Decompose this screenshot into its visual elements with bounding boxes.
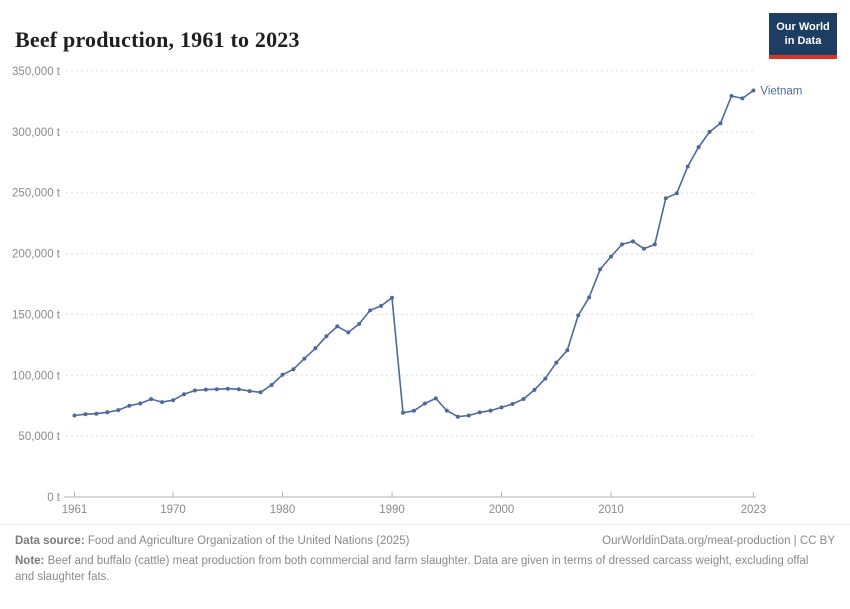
page-title: Beef production, 1961 to 2023 [15, 26, 300, 52]
data-point[interactable] [324, 334, 329, 339]
data-point[interactable] [72, 413, 77, 418]
data-point[interactable] [247, 389, 252, 394]
data-point[interactable] [335, 324, 340, 329]
data-point[interactable] [171, 398, 176, 403]
data-source-label: Data source: [15, 535, 85, 547]
data-point[interactable] [203, 387, 208, 392]
owid-link[interactable]: OurWorldinData.org/meat-production | CC … [602, 535, 835, 547]
x-tick-label: 1970 [160, 504, 186, 516]
data-point[interactable] [565, 348, 570, 353]
y-tick-label: 50,000 t [18, 431, 60, 443]
data-point[interactable] [269, 383, 274, 387]
y-tick-label: 250,000 t [12, 188, 61, 200]
data-point[interactable] [368, 308, 373, 313]
data-point[interactable] [149, 397, 154, 402]
x-tick-label: 1990 [379, 504, 405, 516]
series-label[interactable]: Vietnam [760, 85, 802, 97]
data-point[interactable] [94, 411, 99, 416]
note-text: Note: Beef and buffalo (cattle) meat pro… [15, 553, 827, 586]
data-point[interactable] [160, 400, 165, 405]
chart-footer: Data source: Food and Agriculture Organi… [0, 524, 850, 609]
data-point[interactable] [225, 386, 230, 391]
data-point[interactable] [357, 321, 362, 326]
data-source-value: Food and Agriculture Organization of the… [84, 535, 410, 547]
data-point[interactable] [740, 96, 745, 101]
data-point[interactable] [729, 94, 734, 98]
data-point[interactable] [313, 346, 318, 351]
data-point[interactable] [576, 313, 581, 318]
x-tick-label: 1961 [62, 504, 88, 516]
data-point[interactable] [488, 408, 493, 413]
data-point[interactable] [598, 267, 603, 272]
data-point[interactable] [127, 403, 132, 408]
data-point[interactable] [214, 387, 219, 392]
y-tick-label: 350,000 t [12, 66, 61, 78]
y-tick-label: 200,000 t [12, 249, 61, 261]
data-point[interactable] [291, 367, 296, 372]
data-point[interactable] [543, 376, 548, 381]
data-point[interactable] [302, 356, 307, 361]
x-tick-label: 2010 [598, 504, 624, 516]
data-point[interactable] [401, 410, 405, 415]
data-point[interactable] [236, 387, 241, 392]
data-point[interactable] [258, 390, 263, 395]
data-point[interactable] [105, 410, 110, 415]
data-point[interactable] [422, 401, 427, 406]
data-point[interactable] [433, 396, 438, 401]
data-point[interactable] [477, 410, 482, 415]
y-tick-label: 0 t [47, 492, 61, 504]
data-point[interactable] [510, 402, 515, 406]
data-point[interactable] [630, 239, 635, 244]
data-point[interactable] [83, 412, 88, 417]
data-point[interactable] [466, 413, 471, 418]
data-point[interactable] [609, 254, 613, 259]
data-point[interactable] [707, 129, 712, 134]
note-value: Beef and buffalo (cattle) meat productio… [15, 554, 809, 584]
owid-logo[interactable]: Our World in Data [769, 13, 837, 59]
data-point[interactable] [620, 242, 624, 247]
data-point[interactable] [751, 88, 756, 93]
data-point[interactable] [554, 360, 559, 365]
x-tick-label: 1980 [270, 504, 296, 516]
data-point[interactable] [192, 388, 197, 393]
data-point[interactable] [455, 414, 460, 419]
owid-logo-line2: in Data [784, 35, 822, 48]
data-point[interactable] [116, 408, 121, 413]
data-point[interactable] [138, 401, 143, 406]
data-point[interactable] [663, 196, 668, 201]
note-label: Note: [15, 554, 45, 567]
x-tick-label: 2000 [489, 504, 515, 516]
data-point[interactable] [346, 330, 351, 335]
owid-logo-line1: Our World [776, 21, 830, 33]
y-tick-label: 100,000 t [12, 370, 61, 382]
y-tick-label: 150,000 t [12, 309, 61, 321]
data-point[interactable] [390, 295, 394, 300]
data-point[interactable] [499, 405, 504, 410]
data-point[interactable] [280, 372, 285, 377]
data-point[interactable] [444, 408, 449, 413]
data-point[interactable] [411, 408, 416, 413]
data-point[interactable] [652, 242, 657, 247]
data-point[interactable] [532, 387, 537, 392]
data-point[interactable] [718, 121, 723, 126]
data-point[interactable] [587, 295, 592, 300]
y-tick-label: 300,000 t [12, 127, 61, 139]
source-row: Data source: Food and Agriculture Organi… [15, 533, 835, 550]
data-point[interactable] [521, 397, 526, 401]
data-point[interactable] [379, 303, 384, 308]
data-source-text: Data source: Food and Agriculture Organi… [15, 533, 409, 550]
data-point[interactable] [696, 145, 701, 150]
x-tick-label: 2023 [741, 504, 767, 516]
data-point[interactable] [674, 191, 679, 196]
data-point[interactable] [641, 246, 646, 251]
data-point[interactable] [182, 392, 186, 397]
data-point[interactable] [685, 164, 690, 169]
